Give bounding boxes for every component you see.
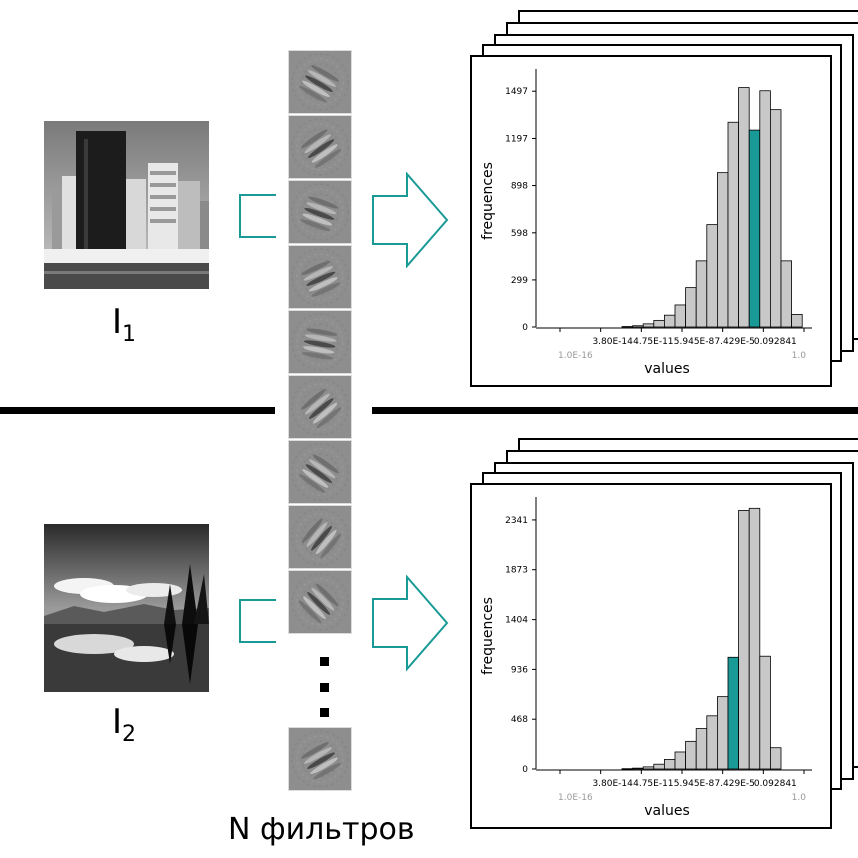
- arrow-top: [372, 172, 449, 268]
- histogram-bar: [674, 751, 687, 770]
- ellipsis-dot-2: [320, 683, 329, 692]
- x-tick-label: 7.429E-5: [714, 337, 754, 347]
- histogram-bar: [769, 109, 782, 328]
- bracket-top: [239, 194, 276, 238]
- histogram-bar: [685, 740, 697, 770]
- x-tick-label-max: 1.0: [792, 351, 807, 361]
- filter-9: [288, 570, 352, 634]
- x-tick-label: 0.092841: [754, 779, 797, 789]
- x-tick-label-max: 1.0: [792, 793, 807, 803]
- x-tick-label: 3.80E-14: [592, 337, 633, 347]
- filter-6: [288, 375, 352, 439]
- caption-n-filters: N фильтров: [228, 812, 415, 847]
- filter-4: [288, 245, 352, 309]
- histogram-bar-highlight: [727, 656, 740, 770]
- y-tick-label: 936: [511, 665, 528, 675]
- histogram-bar: [674, 304, 687, 328]
- histogram-bar: [748, 507, 761, 770]
- ellipsis-dot-1: [320, 657, 329, 666]
- filter-8: [288, 505, 352, 569]
- histogram-bar: [759, 90, 771, 328]
- image-label-1-main: I: [112, 302, 123, 342]
- x-tick-label: 4.75E-11: [633, 337, 673, 347]
- y-tick-label: 1873: [505, 566, 528, 576]
- arrow-bottom: [372, 575, 449, 671]
- image-label-1: I1: [112, 305, 136, 346]
- filter-1: [288, 50, 352, 114]
- x-axis-title: values: [644, 803, 690, 819]
- y-tick-label: 1497: [505, 87, 528, 97]
- image-lake: [44, 524, 209, 692]
- filter-3: [288, 180, 352, 244]
- histogram-plot-1: 0 299 598 898 1197 1497 3.80E-14 4.75E-11 5.945E…: [480, 69, 812, 377]
- histogram-bar: [685, 287, 697, 328]
- histogram-bar: [706, 224, 718, 328]
- histogram-bar: [642, 323, 655, 328]
- histogram-bar: [621, 326, 634, 328]
- histogram-bar: [653, 763, 665, 770]
- histogram-stack-2: 0 468 936 1404 1873 2341 3.80E-14 4.75E-11 5.945…: [470, 438, 858, 838]
- filter-5: [288, 310, 352, 374]
- histogram-bar: [727, 121, 740, 328]
- image-label-2-main: I: [112, 702, 123, 742]
- filter-bank: [288, 50, 352, 634]
- histogram-bar: [663, 314, 676, 328]
- y-tick-label: 299: [511, 276, 528, 286]
- histogram-bar: [759, 655, 771, 770]
- image-label-2: I2: [112, 705, 136, 746]
- x-tick-label: 3.80E-14: [592, 779, 633, 789]
- filter-last: [288, 727, 352, 791]
- y-tick-label: 1404: [505, 616, 528, 626]
- y-tick-label: 468: [511, 715, 528, 725]
- image-label-2-sub: 2: [122, 721, 137, 747]
- histogram-bar: [780, 260, 793, 328]
- histogram-bar: [632, 325, 644, 328]
- histogram-card-1: 0 299 598 898 1197 1497 3.80E-14 4.75E-11 5.945E…: [470, 55, 832, 387]
- histogram-bar: [695, 260, 708, 328]
- image-label-1-sub: 1: [122, 321, 137, 347]
- x-tick-label-min: 1.0E-16: [558, 793, 593, 803]
- x-tick-label: 7.429E-5: [714, 779, 754, 789]
- histogram-bar: [738, 87, 750, 328]
- x-tick-label: 5.945E-8: [674, 337, 715, 347]
- histogram-bar: [663, 759, 676, 770]
- ellipsis-dot-3: [320, 708, 329, 717]
- histogram-bar: [769, 747, 782, 770]
- histogram-bar: [632, 767, 644, 770]
- x-tick-label: 5.945E-8: [674, 779, 715, 789]
- histogram-bar: [716, 696, 729, 770]
- histogram-bar-highlight: [748, 129, 761, 328]
- bracket-bottom: [239, 599, 276, 643]
- x-tick-label: 4.75E-11: [633, 779, 673, 789]
- y-axis-title: frequences: [480, 597, 496, 675]
- y-tick-label: 1197: [505, 134, 528, 144]
- histogram-bar: [706, 715, 718, 770]
- y-tick-label: 898: [511, 182, 528, 192]
- histogram-card-2: 0 468 936 1404 1873 2341 3.80E-14 4.75E-11 5.945…: [470, 483, 832, 829]
- histogram-bar: [653, 319, 665, 328]
- divider-right: [372, 407, 858, 414]
- histogram-bar: [695, 728, 708, 770]
- histogram-bar: [642, 766, 655, 770]
- filter-2: [288, 115, 352, 179]
- histogram-bar: [738, 510, 750, 770]
- x-axis-title: values: [644, 361, 690, 377]
- histogram-bar: [621, 768, 634, 770]
- divider-left: [0, 407, 275, 414]
- histogram-plot-2: 0 468 936 1404 1873 2341 3.80E-14 4.75E-11 5.945…: [480, 497, 812, 819]
- x-tick-label: 0.092841: [754, 337, 797, 347]
- y-tick-label: 598: [511, 229, 528, 239]
- y-axis-title: frequences: [480, 162, 496, 240]
- filter-7: [288, 440, 352, 504]
- histogram-bar: [791, 313, 803, 328]
- histogram-bar: [716, 172, 729, 328]
- histogram-stack-1: 0 299 598 898 1197 1497 3.80E-14 4.75E-11 5.945E…: [470, 10, 858, 390]
- y-tick-label: 0: [522, 765, 528, 775]
- x-tick-label-min: 1.0E-16: [558, 351, 593, 361]
- image-city: [44, 121, 209, 289]
- y-tick-label: 0: [522, 323, 528, 333]
- y-tick-label: 2341: [505, 516, 528, 526]
